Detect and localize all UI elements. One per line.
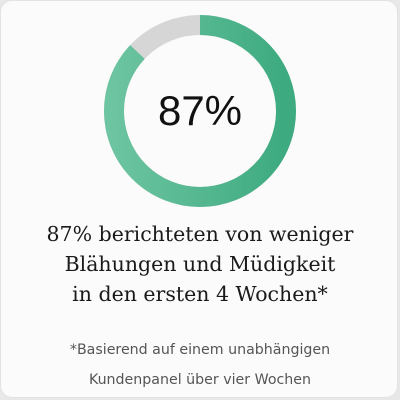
headline-line-3: in den ersten 4 Wochen* bbox=[72, 282, 328, 306]
progress-ring-graphic bbox=[104, 15, 296, 207]
percent-label: 87% bbox=[157, 87, 243, 134]
headline-line-1: 87% berichteten von weniger bbox=[46, 222, 354, 246]
footnote-line-2: Kundenpanel über vier Wochen bbox=[88, 372, 312, 388]
progress-ring: 87% bbox=[100, 11, 300, 211]
headline: 87% berichteten von weniger Blähungen un… bbox=[1, 219, 399, 309]
footnote: *Basierend auf einem unabhängigen Kunden… bbox=[1, 335, 399, 395]
headline-line-2: Blähungen und Müdigkeit bbox=[64, 252, 336, 276]
progress-ring-fill bbox=[104, 15, 296, 207]
footnote-line-1: *Basierend auf einem unabhängigen bbox=[69, 342, 331, 358]
